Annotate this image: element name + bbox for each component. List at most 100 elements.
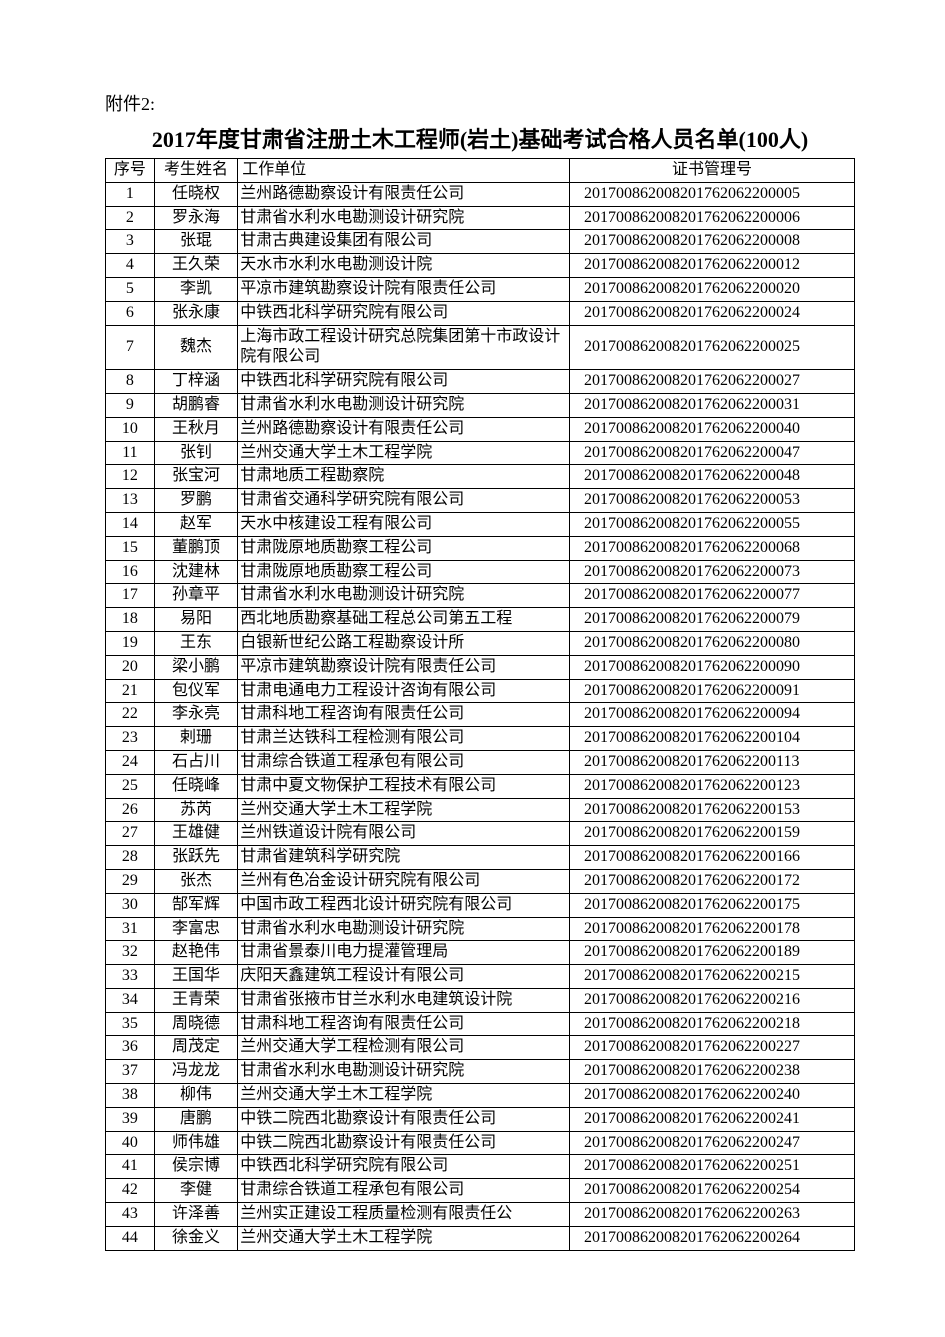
cell-name: 苏芮 bbox=[154, 798, 237, 822]
cell-workplace: 白银新世纪公路工程勘察设计所 bbox=[238, 631, 570, 655]
cell-seq: 6 bbox=[106, 301, 155, 325]
cell-seq: 8 bbox=[106, 370, 155, 394]
cell-cert: 201700862008201762062200073 bbox=[570, 560, 855, 584]
cell-cert: 201700862008201762062200238 bbox=[570, 1060, 855, 1084]
cell-cert: 201700862008201762062200218 bbox=[570, 1012, 855, 1036]
cell-workplace: 甘肃陇原地质勘察工程公司 bbox=[238, 560, 570, 584]
cell-seq: 36 bbox=[106, 1036, 155, 1060]
cell-name: 王久荣 bbox=[154, 254, 237, 278]
table-row: 33王国华庆阳天鑫建筑工程设计有限公司201700862008201762062… bbox=[106, 965, 855, 989]
cell-name: 沈建林 bbox=[154, 560, 237, 584]
cell-workplace: 甘肃省景泰川电力提灌管理局 bbox=[238, 941, 570, 965]
cell-cert: 201700862008201762062200104 bbox=[570, 727, 855, 751]
table-header-row: 序号 考生姓名 工作单位 证书管理号 bbox=[106, 159, 855, 183]
cell-cert: 201700862008201762062200012 bbox=[570, 254, 855, 278]
cell-cert: 201700862008201762062200079 bbox=[570, 608, 855, 632]
cell-workplace: 兰州交通大学土木工程学院 bbox=[238, 798, 570, 822]
cell-seq: 25 bbox=[106, 774, 155, 798]
table-row: 4王久荣天水市水利水电勘测设计院201700862008201762062200… bbox=[106, 254, 855, 278]
cell-seq: 9 bbox=[106, 393, 155, 417]
cell-workplace: 兰州交通大学土木工程学院 bbox=[238, 1084, 570, 1108]
cell-cert: 201700862008201762062200172 bbox=[570, 869, 855, 893]
table-row: 24石占川甘肃综合铁道工程承包有限公司201700862008201762062… bbox=[106, 750, 855, 774]
table-row: 8丁梓涵中铁西北科学研究院有限公司20170086200820176206220… bbox=[106, 370, 855, 394]
cell-seq: 35 bbox=[106, 1012, 155, 1036]
cell-cert: 201700862008201762062200263 bbox=[570, 1203, 855, 1227]
header-cert: 证书管理号 bbox=[570, 159, 855, 183]
table-row: 28张跃先甘肃省建筑科学研究院2017008620082017620622001… bbox=[106, 846, 855, 870]
cell-seq: 42 bbox=[106, 1179, 155, 1203]
cell-seq: 39 bbox=[106, 1107, 155, 1131]
cell-cert: 201700862008201762062200254 bbox=[570, 1179, 855, 1203]
cell-name: 董鹏顶 bbox=[154, 536, 237, 560]
cell-name: 任晓峰 bbox=[154, 774, 237, 798]
cell-seq: 15 bbox=[106, 536, 155, 560]
cell-seq: 40 bbox=[106, 1131, 155, 1155]
cell-workplace: 兰州交通大学土木工程学院 bbox=[238, 1226, 570, 1250]
table-row: 31李富忠甘肃省水利水电勘测设计研究院201700862008201762062… bbox=[106, 917, 855, 941]
cell-cert: 201700862008201762062200175 bbox=[570, 893, 855, 917]
cell-cert: 201700862008201762062200008 bbox=[570, 230, 855, 254]
cell-workplace: 甘肃中夏文物保护工程技术有限公司 bbox=[238, 774, 570, 798]
cell-seq: 10 bbox=[106, 417, 155, 441]
cell-seq: 5 bbox=[106, 277, 155, 301]
table-row: 5李凯平凉市建筑勘察设计院有限责任公司201700862008201762062… bbox=[106, 277, 855, 301]
table-row: 10王秋月兰州路德勘察设计有限责任公司201700862008201762062… bbox=[106, 417, 855, 441]
cell-name: 赵艳伟 bbox=[154, 941, 237, 965]
cell-workplace: 西北地质勘察基础工程总公司第五工程 bbox=[238, 608, 570, 632]
cell-cert: 201700862008201762062200053 bbox=[570, 489, 855, 513]
cell-seq: 11 bbox=[106, 441, 155, 465]
cell-cert: 201700862008201762062200216 bbox=[570, 988, 855, 1012]
cell-name: 任晓权 bbox=[154, 182, 237, 206]
cell-workplace: 甘肃综合铁道工程承包有限公司 bbox=[238, 750, 570, 774]
table-row: 38柳伟兰州交通大学土木工程学院201700862008201762062200… bbox=[106, 1084, 855, 1108]
cell-name: 包仪军 bbox=[154, 679, 237, 703]
cell-cert: 201700862008201762062200251 bbox=[570, 1155, 855, 1179]
cell-cert: 201700862008201762062200020 bbox=[570, 277, 855, 301]
cell-seq: 17 bbox=[106, 584, 155, 608]
table-row: 19王东白银新世纪公路工程勘察设计所2017008620082017620622… bbox=[106, 631, 855, 655]
cell-cert: 201700862008201762062200080 bbox=[570, 631, 855, 655]
cell-seq: 16 bbox=[106, 560, 155, 584]
cell-cert: 201700862008201762062200094 bbox=[570, 703, 855, 727]
table-row: 27王雄健兰州铁道设计院有限公司201700862008201762062200… bbox=[106, 822, 855, 846]
cell-cert: 201700862008201762062200166 bbox=[570, 846, 855, 870]
cell-name: 柳伟 bbox=[154, 1084, 237, 1108]
cell-seq: 13 bbox=[106, 489, 155, 513]
cell-seq: 4 bbox=[106, 254, 155, 278]
cell-seq: 34 bbox=[106, 988, 155, 1012]
cell-cert: 201700862008201762062200178 bbox=[570, 917, 855, 941]
cell-workplace: 甘肃科地工程咨询有限责任公司 bbox=[238, 703, 570, 727]
document-title: 2017年度甘肃省注册土木工程师(岩土)基础考试合格人员名单(100人) bbox=[105, 122, 855, 154]
cell-name: 郜军辉 bbox=[154, 893, 237, 917]
cell-workplace: 甘肃省张掖市甘兰水利水电建筑设计院 bbox=[238, 988, 570, 1012]
cell-seq: 1 bbox=[106, 182, 155, 206]
cell-workplace: 甘肃电通电力工程设计咨询有限公司 bbox=[238, 679, 570, 703]
table-row: 29张杰兰州有色冶金设计研究院有限公司201700862008201762062… bbox=[106, 869, 855, 893]
cell-seq: 31 bbox=[106, 917, 155, 941]
table-row: 21包仪军甘肃电通电力工程设计咨询有限公司2017008620082017620… bbox=[106, 679, 855, 703]
cell-cert: 201700862008201762062200113 bbox=[570, 750, 855, 774]
cell-name: 周茂定 bbox=[154, 1036, 237, 1060]
cell-cert: 201700862008201762062200090 bbox=[570, 655, 855, 679]
cell-cert: 201700862008201762062200024 bbox=[570, 301, 855, 325]
table-row: 13罗鹏甘肃省交通科学研究院有限公司2017008620082017620622… bbox=[106, 489, 855, 513]
cell-cert: 201700862008201762062200068 bbox=[570, 536, 855, 560]
cell-workplace: 甘肃省水利水电勘测设计研究院 bbox=[238, 393, 570, 417]
table-row: 26苏芮兰州交通大学土木工程学院201700862008201762062200… bbox=[106, 798, 855, 822]
cell-seq: 2 bbox=[106, 206, 155, 230]
cell-name: 张永康 bbox=[154, 301, 237, 325]
cell-workplace: 中铁二院西北勘察设计有限责任公司 bbox=[238, 1107, 570, 1131]
cell-workplace: 中国市政工程西北设计研究院有限公司 bbox=[238, 893, 570, 917]
table-row: 40师伟雄中铁二院西北勘察设计有限责任公司2017008620082017620… bbox=[106, 1131, 855, 1155]
table-row: 18易阳西北地质勘察基础工程总公司第五工程2017008620082017620… bbox=[106, 608, 855, 632]
cell-workplace: 甘肃省水利水电勘测设计研究院 bbox=[238, 917, 570, 941]
cell-name: 梁小鹏 bbox=[154, 655, 237, 679]
cell-name: 徐金义 bbox=[154, 1226, 237, 1250]
cell-cert: 201700862008201762062200091 bbox=[570, 679, 855, 703]
cell-workplace: 甘肃陇原地质勘察工程公司 bbox=[238, 536, 570, 560]
cell-workplace: 甘肃综合铁道工程承包有限公司 bbox=[238, 1179, 570, 1203]
table-row: 11张钊兰州交通大学土木工程学院201700862008201762062200… bbox=[106, 441, 855, 465]
cell-cert: 201700862008201762062200025 bbox=[570, 325, 855, 370]
table-row: 7魏杰上海市政工程设计研究总院集团第十市政设计院有限公司201700862008… bbox=[106, 325, 855, 370]
